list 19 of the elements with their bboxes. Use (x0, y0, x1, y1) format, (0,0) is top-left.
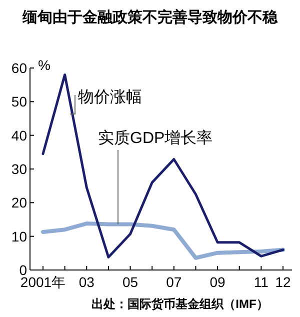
y-tick-label: 10 (11, 228, 28, 244)
x-tick-label: 03 (78, 274, 95, 290)
series-label: 物价涨幅 (78, 88, 142, 106)
y-tick-label: 30 (11, 161, 28, 177)
line-series (42, 73, 284, 258)
x-tick-label: 07 (166, 274, 182, 290)
x-tick-label: 05 (122, 274, 138, 290)
x-tick-label: 12 (275, 274, 291, 290)
y-tick-label: 60 (11, 60, 28, 76)
chart-title: 缅甸由于金融政策不完善导致物价不稳 (22, 8, 278, 26)
y-tick-label: 40 (11, 127, 28, 144)
x-tick-label: 11 (254, 274, 269, 290)
text: 实质GDP增长率 (98, 129, 213, 147)
y-axis-title: % (38, 57, 50, 73)
y-tick-label: 20 (11, 194, 28, 211)
text: 出处：国际货币基金组织（IMF） (92, 297, 268, 311)
x-tick-label: 09 (210, 274, 226, 290)
line-series (41, 222, 285, 260)
y-tick-label: 50 (11, 94, 28, 110)
